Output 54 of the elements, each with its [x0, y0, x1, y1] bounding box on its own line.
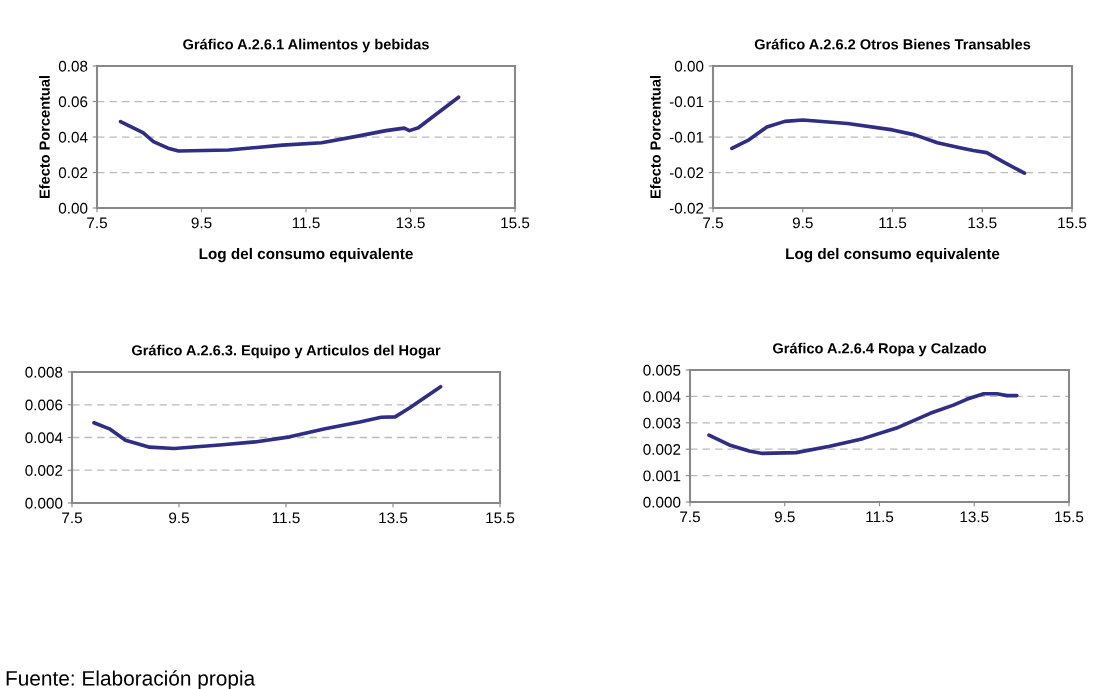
y-tick-label: -0.02: [669, 202, 704, 214]
line-series: [92, 384, 443, 451]
x-tick-label: 13.5: [379, 512, 408, 524]
x-tick-label: 9.5: [169, 512, 189, 524]
chart-title: Gráfico A.2.6.4 Ropa y Calzado: [773, 342, 987, 357]
y-tick-label: 0.06: [58, 96, 88, 108]
x-tick-label: 7.5: [680, 511, 700, 523]
y-tick-label: 0.000: [25, 497, 63, 509]
y-tick-label: 0.004: [643, 391, 681, 403]
x-tick-label: 11.5: [292, 217, 320, 229]
x-tick-label: 9.5: [191, 217, 212, 229]
y-tick-label: 0.00: [58, 202, 88, 214]
y-tick-label: 0.005: [643, 364, 681, 376]
y-tick-label: 0.02: [58, 167, 88, 179]
x-tick-label: 13.5: [960, 511, 989, 523]
y-tick-label: -0.01: [669, 96, 704, 108]
x-tick-label: 15.5: [501, 217, 530, 229]
y-tick-label: 0.002: [25, 465, 63, 476]
x-tick-label: 15.5: [486, 512, 515, 524]
x-tick-label: 11.5: [879, 217, 907, 229]
x-tick-label: 13.5: [968, 217, 997, 229]
x-tick-label: 11.5: [866, 511, 894, 523]
x-tick-label: 7.5: [62, 512, 82, 524]
y-tick-label: 0.004: [25, 432, 63, 444]
line-series: [730, 118, 1027, 176]
x-tick-label: 11.5: [272, 512, 300, 524]
y-axis-title: Efecto Porcentual: [650, 76, 661, 199]
chart-title: Gráfico A.2.6.2 Otros Bienes Transables: [754, 38, 1031, 50]
source-note: Fuente: Elaboración propia: [6, 670, 256, 689]
x-tick-label: 7.5: [87, 217, 107, 229]
y-tick-label: 0.003: [643, 417, 681, 429]
chart-title: Gráfico A.2.6.1 Alimentos y bebidas: [183, 38, 429, 53]
x-axis-title: Log del consumo equivalente: [786, 247, 1000, 263]
x-tick-label: 9.5: [774, 511, 795, 523]
y-tick-label: 0.002: [643, 444, 681, 455]
x-tick-label: 15.5: [1058, 217, 1087, 229]
y-tick-label: 0.04: [58, 131, 88, 143]
y-axis-title: Efecto Porcentual: [39, 76, 50, 199]
x-tick-label: 7.5: [703, 217, 723, 229]
y-tick-label: 0.001: [643, 470, 681, 482]
x-tick-label: 13.5: [396, 217, 425, 229]
line-series: [118, 95, 461, 153]
y-tick-label: 0.006: [25, 399, 63, 411]
line-series: [707, 391, 1019, 456]
y-tick-label: 0.008: [25, 366, 63, 378]
y-tick-label: 0.00: [674, 60, 704, 72]
y-tick-label: -0.01: [669, 131, 704, 143]
y-tick-label: 0.08: [58, 60, 88, 72]
x-tick-label: 15.5: [1055, 511, 1084, 523]
chart-title: Gráfico A.2.6.3. Equipo y Articulos del Hogar: [131, 344, 441, 359]
y-tick-label: 0.000: [643, 496, 681, 508]
y-tick-label: -0.02: [669, 167, 704, 179]
x-axis-title: Log del consumo equivalente: [199, 247, 413, 263]
x-tick-label: 9.5: [792, 217, 813, 229]
